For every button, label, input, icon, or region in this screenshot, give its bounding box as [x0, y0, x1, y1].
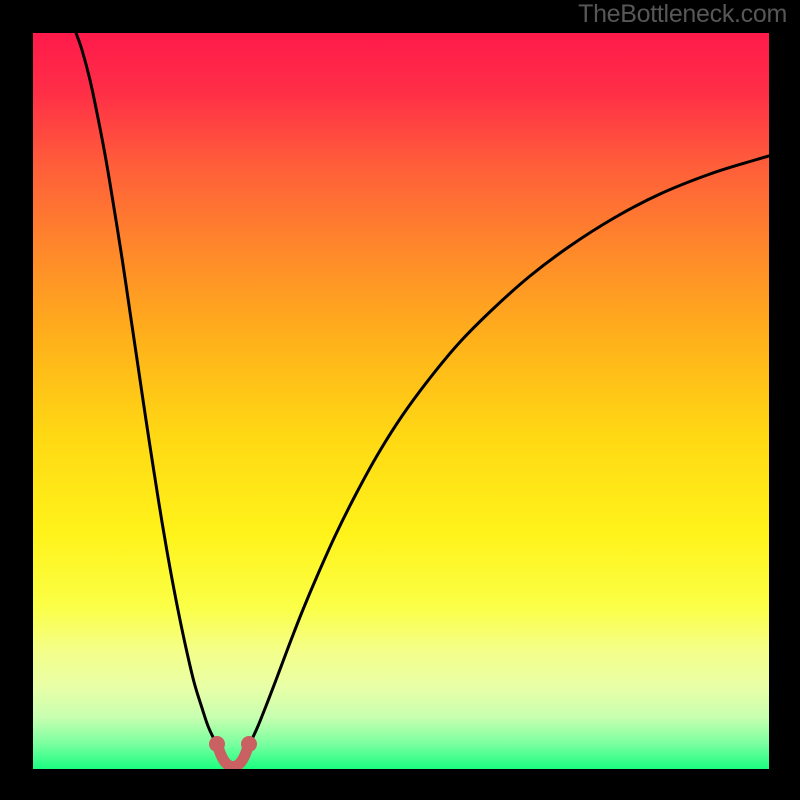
notch-dot-0: [209, 736, 225, 752]
plot-svg: [0, 0, 800, 800]
notch-dot-1: [241, 736, 257, 752]
watermark-text: TheBottleneck.com: [578, 0, 787, 29]
chart-container: TheBottleneck.com: [0, 0, 800, 800]
